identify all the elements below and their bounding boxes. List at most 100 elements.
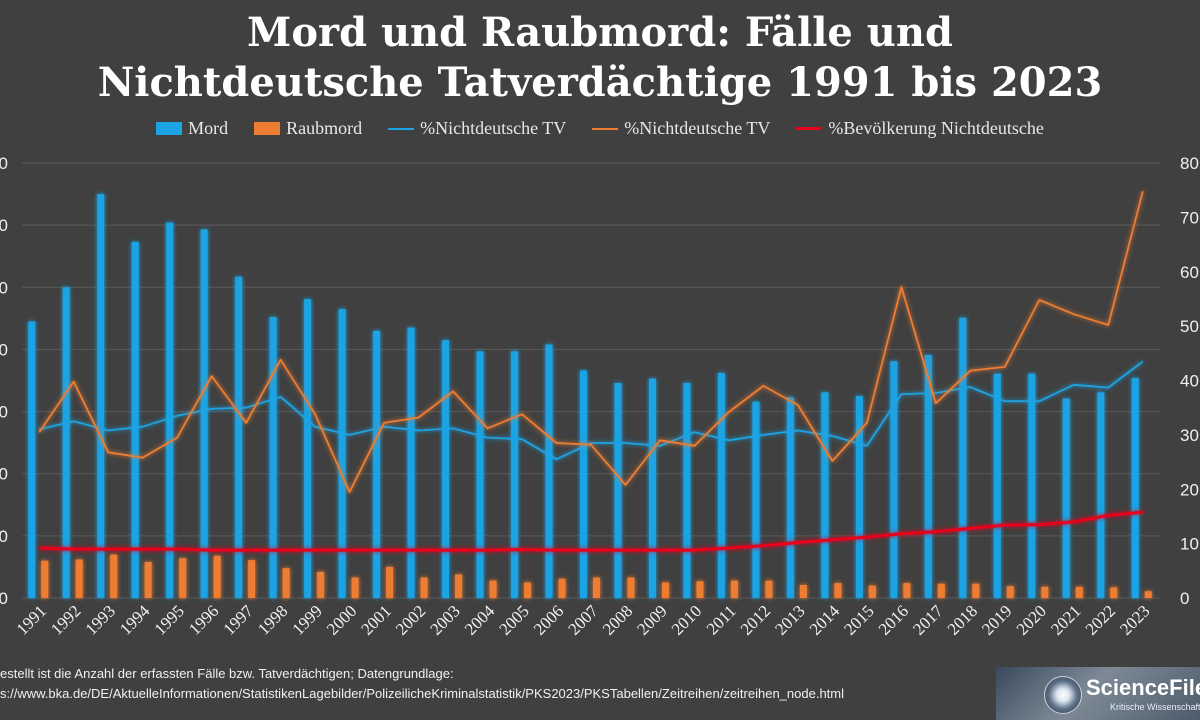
x-tick-label-2010: 2010 [668,601,705,638]
x-tick-label-2006: 2006 [530,601,567,638]
lines-layer [38,191,1144,552]
y-right-tick-label: 40 [1180,372,1199,391]
bar-raubmord-2013 [799,584,807,598]
x-tick-label-2003: 2003 [426,601,463,638]
x-tick-label-2002: 2002 [392,601,429,638]
bar-mord-2018 [959,317,967,598]
y-left-tick-label: 0 [0,216,8,235]
legend-entry-pct-tv-mord: %Nichtdeutsche TV [388,118,566,139]
legend-swatch-mord [156,122,183,135]
source-url[interactable]: s://www.bka.de/DE/AktuelleInformationen/… [0,686,845,701]
chart-title-line-2: Nichtdeutsche Tatverdächtige 1991 bis 20… [97,59,1103,106]
y-right-tick-label: 20 [1180,480,1199,499]
logo-tagline: Kritische Wissenschaft [1110,702,1200,712]
bar-mord-1993 [97,194,105,599]
legend: Mord Raubmord %Nichtdeutsche TV %Nichtde… [0,118,1200,139]
bar-raubmord-2020 [1041,586,1049,598]
y-left-tick-label: 0 [0,589,8,608]
y-right-tick-label: 30 [1180,426,1199,445]
legend-swatch-pct-tv-mord [388,127,415,130]
x-tick-label-2007: 2007 [564,601,602,639]
legend-label-pct-tv-raubmord: %Nichtdeutsche TV [624,118,771,138]
x-tick-label-1994: 1994 [116,601,154,639]
x-tick-label-2012: 2012 [737,601,774,638]
legend-swatch-pct-bevoelkerung [796,127,823,130]
bar-raubmord-2015 [868,585,876,598]
source-note: estellt ist die Anzahl der erfassten Fäl… [0,664,844,704]
bar-raubmord-2011 [730,580,738,598]
bar-raubmord-2003 [455,574,463,598]
line-series-1 [38,360,1144,461]
bar-raubmord-1997 [248,560,256,598]
bar-raubmord-2022 [1110,587,1118,598]
bar-raubmord-1994 [144,561,152,598]
bar-raubmord-2023 [1144,591,1152,598]
legend-label-pct-tv-mord: %Nichtdeutsche TV [420,118,567,138]
bar-raubmord-1999 [317,571,325,598]
chart-title: Mord und Raubmord: Fälle und Nichtdeutsc… [0,8,1200,108]
legend-entry-pct-tv-raubmord: %Nichtdeutsche TV [592,118,770,139]
x-tick-label-1996: 1996 [185,601,222,638]
x-tick-label-2022: 2022 [1082,601,1119,638]
bar-mord-1992 [62,287,70,598]
legend-entry-mord: Mord [156,118,228,139]
legend-entry-raubmord: Raubmord [254,118,362,139]
bar-raubmord-1991 [41,560,49,598]
bar-mord-2023 [1131,378,1139,598]
bar-mord-2006 [545,344,553,598]
bar-mord-2005 [511,351,519,598]
x-tick-label-2005: 2005 [495,601,532,638]
line-series-2 [38,191,1144,493]
x-tick-label-2004: 2004 [461,601,499,639]
x-tick-label-2001: 2001 [357,601,394,638]
y-left-tick-label: 0 [0,278,8,297]
bar-mord-2015 [855,396,863,598]
bar-raubmord-2021 [1075,586,1083,598]
y-right-tick-label: 60 [1180,263,1199,282]
legend-label-raubmord: Raubmord [286,118,363,138]
bar-raubmord-2007 [593,577,600,598]
bar-mord-2019 [993,373,1001,598]
bar-raubmord-1998 [282,568,290,598]
bar-mord-1995 [166,222,174,598]
line-series-3 [39,510,1143,552]
globe-icon [1044,676,1082,714]
source-note-line-1: estellt ist die Anzahl der erfassten Fäl… [0,666,454,681]
x-tick-label-2015: 2015 [840,601,877,638]
x-tick-label-2021: 2021 [1047,601,1084,638]
bar-mord-1999 [304,299,312,598]
legend-entry-pct-bevoelkerung: %Bevölkerung Nichtdeutsche [796,118,1044,139]
bar-mord-2020 [1028,373,1036,598]
bar-raubmord-2008 [627,577,635,598]
bar-mord-2001 [373,330,381,598]
bar-mord-2002 [407,327,415,598]
legend-label-pct-bevoelkerung: %Bevölkerung Nichtdeutsche [828,118,1044,138]
bar-raubmord-1996 [213,555,221,598]
bar-raubmord-2004 [489,580,497,598]
bar-mord-2016 [890,361,898,598]
x-tick-label-2008: 2008 [599,601,636,638]
bar-mord-2007 [580,370,587,598]
logo-name: ScienceFiles [1086,675,1200,700]
x-tick-label-1993: 1993 [82,601,119,638]
bar-mord-2003 [442,340,450,598]
x-tick-label-2017: 2017 [909,601,947,639]
bar-mord-2000 [338,309,346,598]
legend-swatch-raubmord [254,122,281,135]
bar-mord-2013 [786,397,794,598]
gridlines [22,162,1160,599]
bar-raubmord-2012 [765,580,773,598]
x-tick-label-2011: 2011 [703,601,740,638]
bar-mord-1996 [200,229,208,598]
x-tick-label-2019: 2019 [978,601,1015,638]
y-right-tick-label: 70 [1180,208,1199,227]
y-left-tick-label: 0 [0,403,8,422]
bar-raubmord-2016 [903,583,911,598]
x-tick-label-2018: 2018 [944,601,981,638]
bar-raubmord-1993 [110,554,118,598]
bar-raubmord-2000 [351,577,359,598]
bar-raubmord-2019 [1006,586,1014,598]
bar-mord-2004 [476,351,484,598]
